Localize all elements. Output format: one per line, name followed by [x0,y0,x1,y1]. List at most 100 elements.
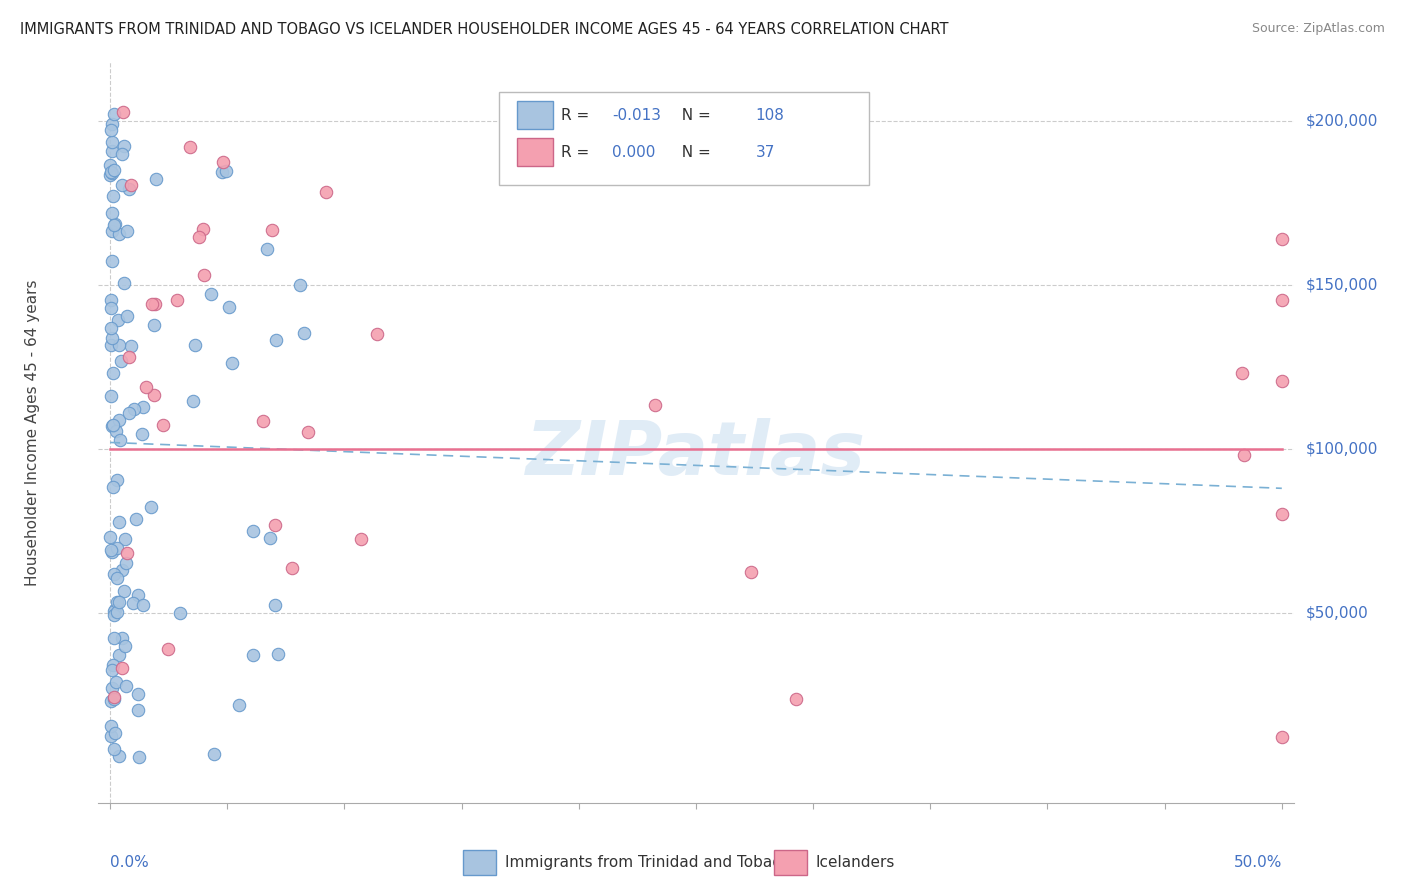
Point [143,297,166,311]
Point [127,703,149,717]
Point [103,480,125,494]
Point [101,658,124,673]
Point [118,351,141,365]
Point [211,154,233,169]
Point [112,104,135,119]
Point [101,166,124,180]
Text: Immigrants from Trinidad and Tobago: Immigrants from Trinidad and Tobago [505,855,792,870]
Text: Householder Income Ages 45 - 64 years: Householder Income Ages 45 - 64 years [25,279,41,586]
Point [191,222,214,236]
Point [100,293,122,307]
Text: N =: N = [672,145,716,160]
Point [118,406,141,420]
Point [122,402,145,417]
Point [181,393,204,408]
Text: Source: ZipAtlas.com: Source: ZipAtlas.com [1251,22,1385,36]
Text: 0.0%: 0.0% [110,855,149,870]
Point [100,224,122,238]
Point [281,561,304,575]
Point [103,218,125,232]
Point [103,163,125,178]
Point [101,663,124,677]
Text: 37: 37 [756,145,775,160]
Point [101,206,124,220]
Point [107,413,129,427]
Point [107,227,129,241]
Point [111,661,134,675]
Point [202,747,225,762]
Point [152,418,174,433]
Point [100,301,122,315]
Point [112,139,135,153]
Text: 0.000: 0.000 [613,145,655,160]
Point [264,598,287,612]
Point [100,694,122,708]
Point [100,389,122,403]
Point [108,515,131,529]
Point [103,417,125,432]
Point [105,474,128,488]
Point [104,424,127,438]
Point [267,648,290,662]
Point [315,185,337,199]
Point [101,136,124,150]
Point [1271,293,1294,308]
Point [115,679,138,693]
Point [218,300,240,314]
FancyBboxPatch shape [499,92,869,185]
Text: $100,000: $100,000 [1306,442,1378,457]
Point [187,230,209,244]
Text: R =: R = [561,145,595,160]
Text: $200,000: $200,000 [1306,114,1378,129]
Point [121,596,143,610]
Text: ZIPatlas: ZIPatlas [526,418,866,491]
Point [103,604,125,618]
Point [262,223,284,237]
Point [100,122,122,136]
Point [785,691,807,706]
Point [101,545,124,559]
Text: 50.0%: 50.0% [1233,855,1282,870]
Point [143,388,166,402]
Point [105,541,128,556]
Point [127,588,149,602]
Point [169,607,191,621]
Text: Icelanders: Icelanders [815,855,894,870]
Point [107,338,129,352]
Text: $50,000: $50,000 [1306,606,1368,620]
Text: R =: R = [561,108,595,122]
Point [740,566,762,580]
Point [1271,507,1294,521]
Point [115,310,138,324]
Point [193,268,215,282]
Point [118,182,141,196]
Point [120,178,142,193]
Point [724,170,747,185]
Point [98,530,121,544]
Point [252,414,274,428]
Point [297,425,319,439]
Point [142,318,165,333]
Point [135,380,157,394]
Point [115,545,138,559]
Point [103,107,125,121]
Point [103,607,125,622]
Point [644,398,666,412]
Point [105,571,128,585]
Point [111,178,134,193]
Point [211,165,233,179]
Point [366,327,388,342]
Point [1233,448,1256,462]
Point [1230,366,1253,380]
Point [108,595,131,609]
Point [263,517,285,532]
Point [183,338,205,352]
Point [242,524,264,539]
Point [141,296,163,310]
Point [112,276,135,290]
Point [100,165,122,179]
Point [157,642,180,657]
Point [107,605,129,619]
Point [215,164,238,178]
Point [104,674,127,689]
